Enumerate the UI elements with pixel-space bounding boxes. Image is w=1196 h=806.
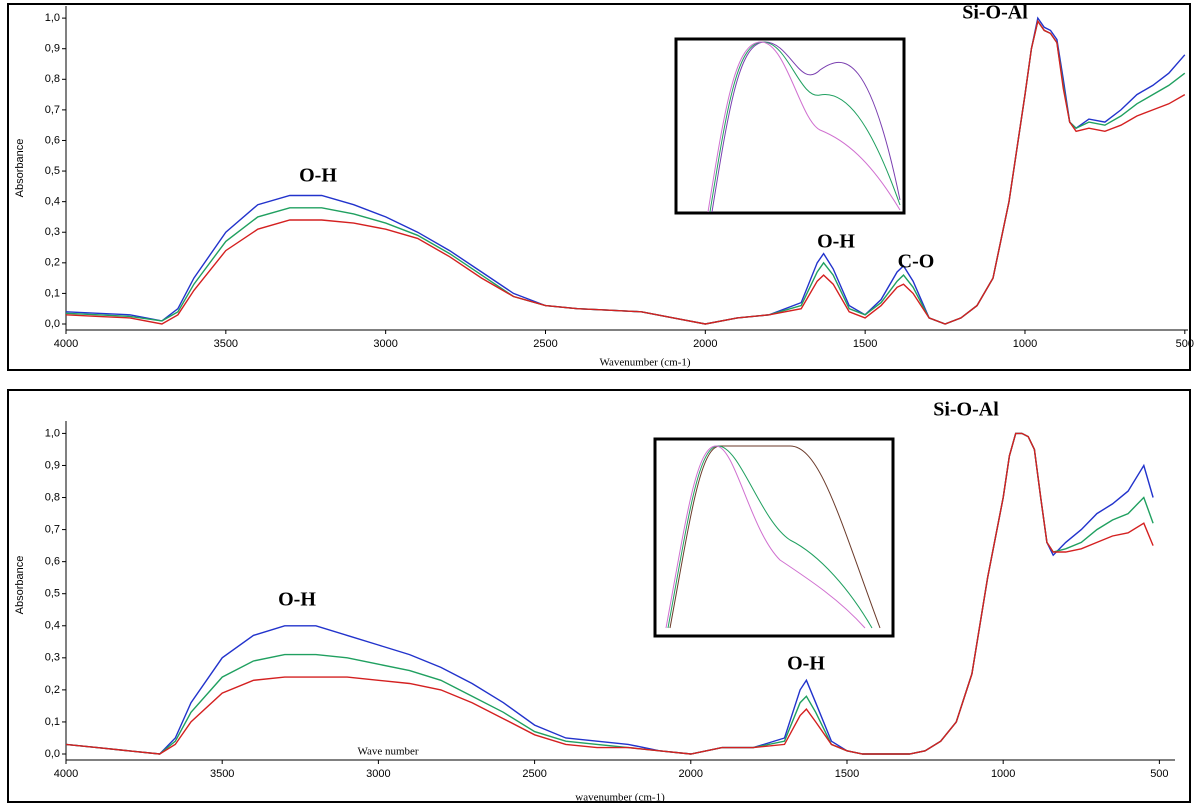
y-tick-label: 0,1: [45, 287, 60, 299]
peak-annotation: Si-O-Al: [933, 399, 999, 421]
peak-annotation: O-H: [299, 165, 337, 187]
y-tick-label: 0,8: [45, 491, 60, 503]
peak-annotation: O-H: [278, 589, 316, 611]
spectrum-line: [65, 19, 1186, 325]
y-tick-label: 0,6: [45, 134, 60, 146]
y-tick-label: 1,0: [45, 427, 60, 439]
y-tick-label: 0,2: [45, 257, 60, 269]
x-tick-label: 3000: [366, 768, 390, 780]
spectrum-line: [65, 432, 1154, 755]
y-axis-label: Absorbance: [14, 556, 26, 615]
spectrum-line: [65, 432, 1154, 755]
y-tick-label: 0,4: [45, 196, 60, 208]
x-axis-label: Wavenumber (cm-1): [599, 357, 690, 369]
x-tick-label: 4000: [54, 338, 78, 350]
x-tick-label: 1000: [1013, 338, 1037, 350]
x-tick-label: 500: [1176, 338, 1194, 350]
peak-annotation: Si-O-Al: [962, 2, 1028, 24]
x-tick-label: 3500: [214, 338, 238, 350]
x-tick-label: 4000: [54, 768, 78, 780]
x-tick-label: 2000: [693, 338, 717, 350]
x-tick-label: 2000: [679, 768, 703, 780]
y-tick-label: 0,9: [45, 459, 60, 471]
y-axis-label: Absorbance: [14, 139, 26, 198]
y-tick-label: 0,3: [45, 652, 60, 664]
x-tick-label: 2500: [522, 768, 546, 780]
axis-note: Wave number: [357, 746, 418, 758]
x-tick-label: 1500: [835, 768, 859, 780]
x-axis-label: wavenumber (cm-1): [575, 792, 665, 804]
y-tick-label: 0,6: [45, 556, 60, 568]
panel-border: [7, 389, 1191, 803]
x-tick-label: 500: [1150, 768, 1168, 780]
spectrum-line: [65, 19, 1186, 325]
spectrum-line: [65, 16, 1186, 325]
y-tick-label: 0,7: [45, 104, 60, 116]
y-tick-label: 0,9: [45, 43, 60, 55]
x-tick-label: 1000: [991, 768, 1015, 780]
x-tick-label: 1500: [853, 338, 877, 350]
y-tick-label: 0,3: [45, 226, 60, 238]
inset: [653, 437, 895, 638]
y-tick-label: 0,5: [45, 165, 60, 177]
y-tick-label: 0,4: [45, 620, 60, 632]
x-tick-label: 3000: [373, 338, 397, 350]
y-tick-label: 0,8: [45, 73, 60, 85]
spectrum-line: [65, 432, 1154, 755]
peak-annotation: O-H: [787, 653, 825, 675]
peak-annotation: C-O: [898, 251, 935, 273]
y-tick-label: 0,7: [45, 523, 60, 535]
inset: [674, 37, 906, 215]
y-tick-label: 0,1: [45, 716, 60, 728]
y-tick-label: 0,0: [45, 748, 60, 760]
panel-border: [7, 3, 1191, 371]
x-tick-label: 3500: [210, 768, 234, 780]
y-tick-label: 1,0: [45, 12, 60, 24]
y-tick-label: 0,2: [45, 684, 60, 696]
y-tick-label: 0,0: [45, 318, 60, 330]
x-tick-label: 2500: [533, 338, 557, 350]
peak-annotation: O-H: [817, 231, 855, 253]
y-tick-label: 0,5: [45, 588, 60, 600]
